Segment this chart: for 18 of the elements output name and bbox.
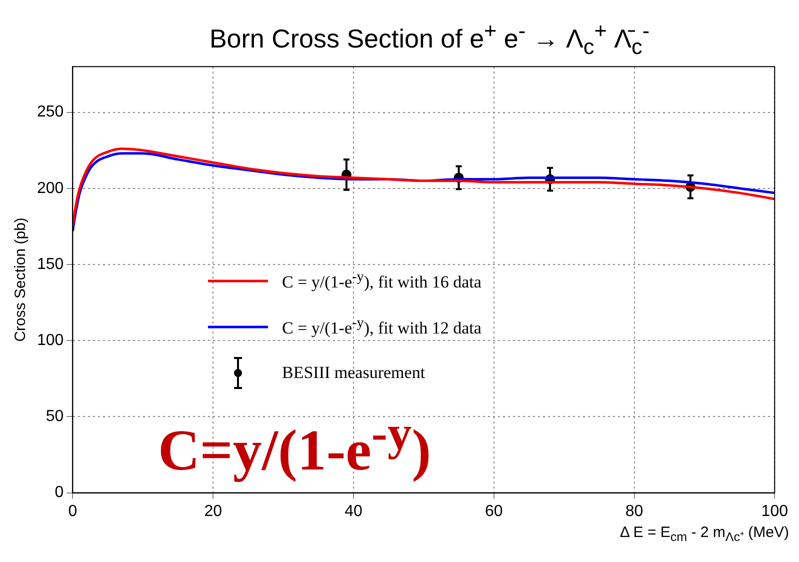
y-tick-label: 150 [36,256,64,273]
x-tick-label: 100 [761,502,788,520]
legend-label: BESIII measurement [282,363,426,383]
x-tick-label: 80 [625,502,644,520]
y-tick-label: 50 [46,408,64,426]
x-tick-label: 20 [204,502,222,520]
y-tick-label: 200 [36,180,64,197]
y-tick-label: 0 [54,484,64,502]
annotation: C=y/(1-e$^{-y}$) [158,406,432,484]
y-tick-label: 250 [36,104,64,121]
legend-label: C = y/(1-e$^{-y}$), fit with 12 data [282,315,482,339]
x-tick-label: 60 [484,502,503,520]
y-tick-label: 100 [36,332,64,349]
legend-label: C = y/(1-e$^{-y}$), fit with 16 data [282,269,482,293]
x-tick-label: 40 [344,502,362,520]
x-tick-label: 0 [68,502,78,520]
y-axis-title: Cross Section (pb) [12,218,30,342]
x-axis-title: Δ E = E$_{cm}$ - 2 m$_{Λc⁺}$ (MeV) [618,524,790,545]
